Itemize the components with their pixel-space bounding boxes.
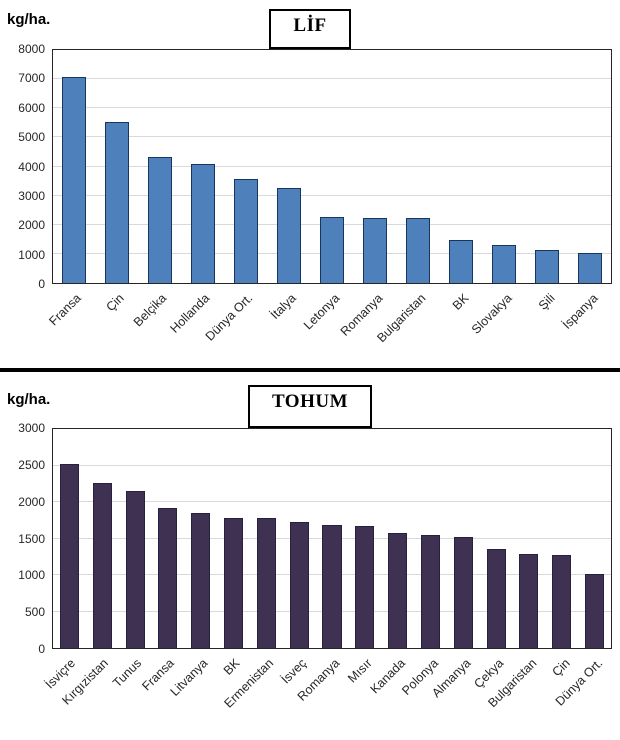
- y-axis-tick-label: 2500: [18, 457, 45, 472]
- x-axis-category-label: BK: [449, 291, 472, 313]
- y-axis-tick-label: 2000: [18, 494, 45, 509]
- lif-chart-header: kg/ha. LİF: [0, 0, 620, 49]
- bar: [289, 522, 309, 648]
- bar: [319, 217, 344, 283]
- x-axis-category-label: Belçika: [131, 291, 170, 330]
- bar: [224, 518, 244, 648]
- lif-plot-row: 0 1000 2000 3000 4000 5000 6000 7000 8000 Fransa…: [0, 42, 620, 368]
- gridline: [53, 501, 611, 503]
- bar: [577, 252, 602, 283]
- bar: [355, 525, 375, 648]
- bar: [92, 482, 112, 648]
- y-axis-tick-label: 3000: [18, 421, 45, 435]
- gridline: [53, 464, 611, 466]
- bar: [552, 554, 572, 648]
- x-axis-category-label: İsveç: [278, 656, 309, 687]
- bar: [388, 533, 408, 648]
- bar: [59, 464, 79, 648]
- bar: [234, 179, 259, 283]
- bar: [277, 188, 302, 283]
- lif-yield-chart: kg/ha. LİF 0 1000 2000 3000 4000 5000 6000 7000…: [0, 0, 620, 368]
- x-axis-category-label: İspanya: [559, 291, 601, 332]
- y-axis-tick-label: 2000: [18, 218, 45, 233]
- y-axis-tick-label: 8000: [18, 42, 45, 56]
- tohum-x-axis-labels: İsviçre Kırgızistan Tunus Fransa Litvanya BK E…: [43, 649, 612, 731]
- section-divider-rule: [0, 368, 620, 372]
- bar: [148, 156, 173, 283]
- y-axis-unit-label: kg/ha.: [7, 391, 51, 408]
- bar: [405, 218, 430, 283]
- lif-chart-title: LİF: [269, 9, 351, 49]
- gridline: [53, 107, 611, 109]
- lif-plot-column: Fransa Çin Belçika Hollanda Dünya Ort. İtalya…: [46, 49, 612, 368]
- y-axis-tick-label: 7000: [18, 71, 45, 86]
- y-axis-tick-label: 5000: [18, 130, 45, 145]
- x-axis-category-label: İtalya: [267, 291, 299, 323]
- tohum-plot-column: İsviçre Kırgızistan Tunus Fransa Litvanya BK E…: [43, 428, 612, 731]
- x-axis-category-label: Şili: [535, 291, 558, 313]
- tohum-chart-header: kg/ha. TOHUM: [0, 372, 620, 428]
- bar: [585, 574, 605, 648]
- bar: [420, 535, 440, 648]
- y-axis-tick-label: 1500: [18, 531, 45, 546]
- gridline: [53, 78, 611, 80]
- x-axis-category-label: Slovakya: [468, 291, 515, 337]
- x-axis-category-label: Çin: [103, 291, 127, 315]
- gridline: [53, 136, 611, 138]
- tohum-chart-title: TOHUM: [247, 385, 373, 428]
- bar: [534, 250, 559, 283]
- y-axis-tick-label: 0: [38, 277, 45, 291]
- bar: [191, 164, 216, 283]
- y-axis-tick-label: 6000: [18, 100, 45, 115]
- y-axis-tick-label: 4000: [18, 159, 45, 174]
- bar: [453, 537, 473, 648]
- y-axis-unit-label: kg/ha.: [7, 11, 51, 28]
- bar: [191, 512, 211, 648]
- gridline: [53, 165, 611, 167]
- bar: [322, 525, 342, 648]
- y-axis-tick-label: 500: [24, 605, 45, 620]
- x-axis-category-label: Çin: [549, 656, 573, 680]
- bar: [158, 507, 178, 648]
- y-axis-tick-label: 1000: [18, 247, 45, 262]
- x-axis-category-label: Letonya: [300, 291, 342, 333]
- x-axis-category-label: Fransa: [46, 291, 84, 329]
- y-axis-tick-label: 3000: [18, 188, 45, 203]
- y-axis-tick-label: 0: [38, 642, 45, 656]
- tohum-plot-row: 0 500 1000 1500 2000 2500 3000 İsviçre Kırgızis…: [0, 421, 620, 731]
- lif-plot-area: [52, 49, 612, 284]
- bar: [519, 553, 539, 648]
- y-axis-tick-label: 1000: [18, 568, 45, 583]
- gridline: [53, 194, 611, 196]
- x-axis-category-label: BK: [221, 656, 244, 678]
- bar: [486, 548, 506, 648]
- x-axis-category-label: Tunus: [110, 656, 145, 691]
- tohum-yield-chart: kg/ha. TOHUM 0 500 1000 1500 2000 2500 3000 İs…: [0, 372, 620, 731]
- bar: [491, 245, 516, 283]
- bar: [62, 76, 87, 283]
- bar: [105, 121, 130, 283]
- x-axis-category-label: Mısır: [345, 656, 375, 686]
- tohum-plot-area: [52, 428, 612, 649]
- lif-x-axis-labels: Fransa Çin Belçika Hollanda Dünya Ort. İtalya…: [46, 284, 612, 368]
- bar: [125, 491, 145, 648]
- bar: [256, 518, 276, 648]
- bar: [448, 240, 473, 283]
- bar: [362, 217, 387, 283]
